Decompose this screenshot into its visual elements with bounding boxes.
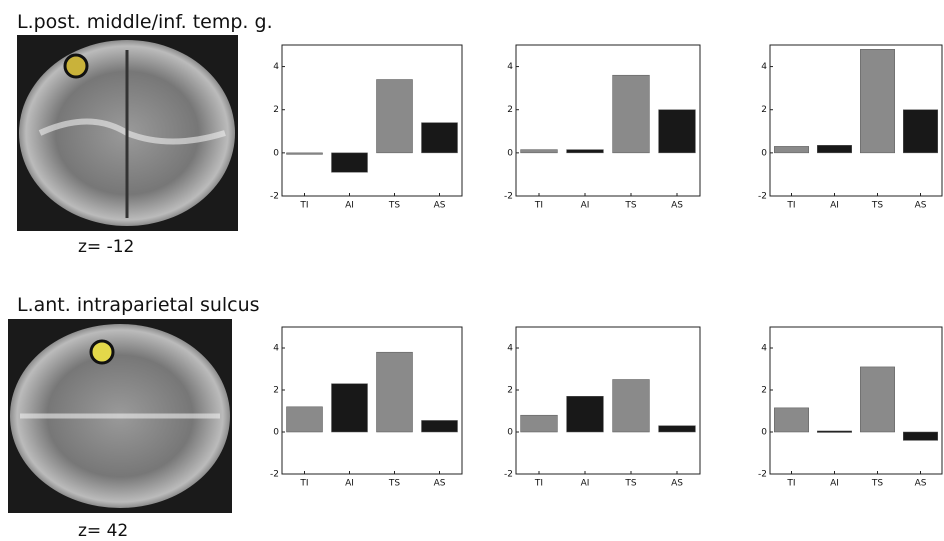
y-tick-label: -2: [504, 470, 513, 480]
x-tick-label: AI: [581, 201, 590, 211]
y-tick-label: 2: [507, 386, 513, 396]
bar: [521, 415, 558, 432]
brain-image: [17, 35, 238, 231]
bar: [860, 367, 894, 432]
y-tick-label: -2: [504, 192, 513, 202]
bar: [817, 431, 851, 433]
x-tick-label: TS: [871, 201, 883, 211]
y-tick-label: 2: [507, 105, 513, 115]
bar: [817, 145, 851, 153]
x-tick-label: AS: [434, 479, 446, 489]
x-tick-label: AI: [345, 479, 354, 489]
y-tick-label: 2: [273, 386, 279, 396]
brain-image: [8, 319, 232, 513]
axes-frame: [282, 327, 462, 474]
y-tick-label: 0: [273, 148, 279, 158]
bar: [332, 153, 368, 172]
y-tick-label: -2: [758, 470, 767, 480]
x-tick-label: TI: [534, 201, 543, 211]
bar: [377, 80, 413, 153]
x-tick-label: AS: [434, 201, 446, 211]
x-tick-label: TS: [624, 479, 636, 489]
x-tick-label: TS: [624, 201, 636, 211]
y-tick-label: -2: [270, 470, 279, 480]
bar: [287, 153, 323, 155]
bar: [521, 150, 558, 153]
row-title: L.ant. intraparietal sulcus: [17, 294, 260, 316]
bar: [903, 432, 937, 440]
axes-frame: [282, 45, 462, 196]
x-tick-label: TI: [299, 479, 308, 489]
y-tick-label: 0: [507, 148, 513, 158]
y-tick-label: 4: [273, 344, 279, 354]
y-tick-label: 0: [507, 428, 513, 438]
x-tick-label: TI: [786, 201, 795, 211]
bar: [377, 352, 413, 432]
bar: [422, 123, 458, 153]
x-tick-label: AS: [671, 201, 683, 211]
bar: [422, 420, 458, 432]
x-tick-label: AI: [345, 201, 354, 211]
bar: [332, 384, 368, 432]
y-tick-label: 2: [761, 386, 767, 396]
row-title: L.post. middle/inf. temp. g.: [17, 11, 273, 33]
bar: [613, 75, 650, 153]
axes-frame: [516, 327, 700, 474]
y-tick-label: 0: [761, 148, 767, 158]
x-tick-label: AI: [581, 479, 590, 489]
x-tick-label: TS: [388, 479, 400, 489]
bar: [903, 110, 937, 153]
x-tick-label: AS: [671, 479, 683, 489]
y-tick-label: 4: [761, 62, 767, 72]
z-label: z= -12: [78, 237, 134, 257]
bar: [659, 110, 696, 153]
x-tick-label: AI: [830, 479, 839, 489]
bar: [287, 407, 323, 432]
y-tick-label: 2: [273, 105, 279, 115]
x-tick-label: AS: [915, 201, 927, 211]
bar: [774, 408, 808, 432]
y-tick-label: 4: [273, 62, 279, 72]
bar: [567, 150, 604, 153]
bar: [613, 380, 650, 433]
y-tick-label: 4: [761, 344, 767, 354]
bar: [774, 146, 808, 152]
y-tick-label: 0: [761, 428, 767, 438]
z-label: z= 42: [78, 521, 128, 541]
bar: [860, 49, 894, 153]
bar: [567, 396, 604, 432]
y-tick-label: 4: [507, 62, 513, 72]
y-tick-label: 4: [507, 344, 513, 354]
y-tick-label: 2: [761, 105, 767, 115]
axes-frame: [770, 327, 942, 474]
x-tick-label: TS: [388, 201, 400, 211]
x-tick-label: TI: [534, 479, 543, 489]
x-tick-label: TI: [299, 201, 308, 211]
x-tick-label: TS: [871, 479, 883, 489]
figure: L.post. middle/inf. temp. g. z= -12 L.an…: [0, 0, 944, 541]
y-tick-label: -2: [270, 192, 279, 202]
x-tick-label: AS: [915, 479, 927, 489]
x-tick-label: AI: [830, 201, 839, 211]
bar: [659, 426, 696, 432]
y-tick-label: 0: [273, 428, 279, 438]
x-tick-label: TI: [786, 479, 795, 489]
y-tick-label: -2: [758, 192, 767, 202]
